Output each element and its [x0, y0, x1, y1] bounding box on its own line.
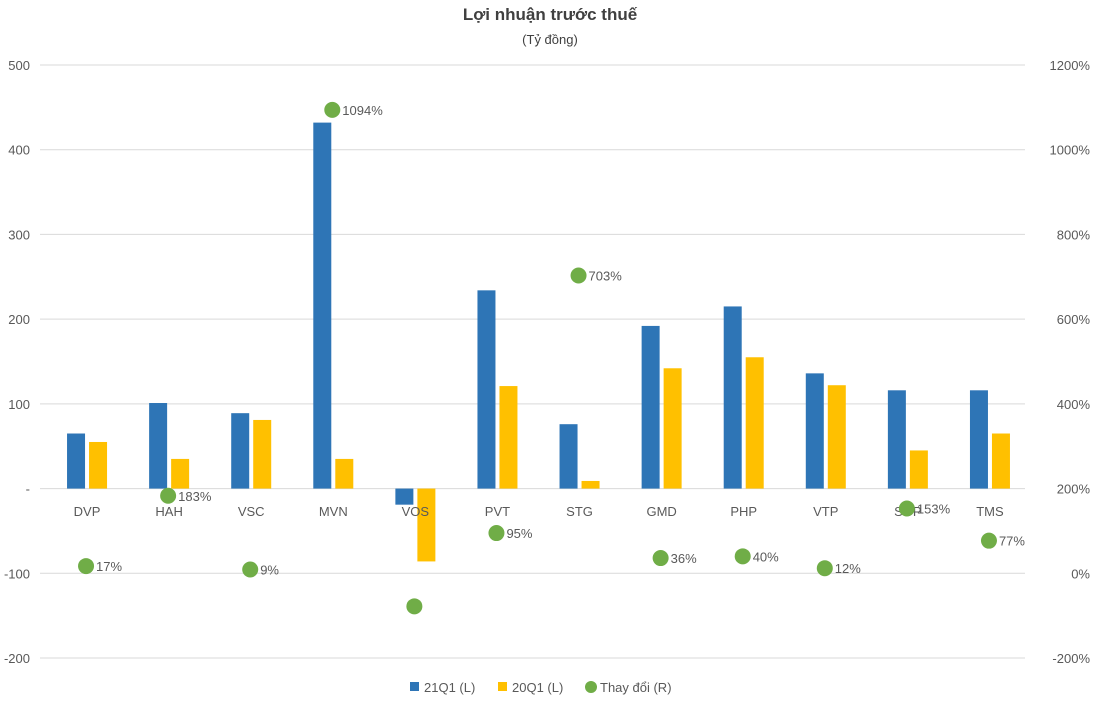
bar-21q1-l	[969, 390, 988, 489]
bar-21q1-l	[67, 433, 86, 489]
right-axis-tick: 0%	[1071, 566, 1090, 581]
category-label: PVT	[485, 504, 510, 519]
right-axis-tick: 200%	[1057, 482, 1091, 497]
bar-21q1-l	[559, 424, 578, 489]
change-label: 9%	[260, 562, 279, 577]
bar-20q1-l	[89, 441, 108, 489]
change-label: 1094%	[342, 103, 383, 118]
change-label: 12%	[835, 561, 861, 576]
bar-20q1-l	[581, 480, 600, 489]
change-point	[488, 525, 505, 542]
bar-20q1-l	[991, 433, 1010, 489]
change-point	[898, 500, 915, 517]
category-label: HAH	[155, 504, 182, 519]
left-axis-tick: 200	[8, 312, 30, 327]
bar-21q1-l	[477, 290, 496, 489]
right-axis-tick: 1000%	[1050, 143, 1091, 158]
change-point	[980, 532, 997, 549]
bar-20q1-l	[253, 419, 272, 489]
change-point	[734, 548, 751, 565]
change-point	[816, 560, 833, 577]
category-label: GMD	[646, 504, 676, 519]
change-point	[652, 550, 669, 567]
legend-swatch	[585, 681, 597, 693]
bar-20q1-l	[909, 450, 928, 489]
right-axis-tick: -200%	[1052, 651, 1090, 666]
bar-20q1-l	[745, 357, 764, 489]
left-axis-tick: 100	[8, 397, 30, 412]
category-label: PHP	[730, 504, 757, 519]
category-label: STG	[566, 504, 593, 519]
left-axis-tick: 500	[8, 58, 30, 73]
category-label: DVP	[74, 504, 101, 519]
bar-21q1-l	[887, 390, 906, 489]
left-axis-tick: -100	[4, 566, 30, 581]
legend-label: 20Q1 (L)	[512, 680, 563, 695]
change-label: 153%	[917, 501, 951, 516]
legend-label: Thay đổi (R)	[600, 680, 672, 695]
right-axis-tick: 800%	[1057, 227, 1091, 242]
left-axis-tick: 400	[8, 143, 30, 158]
chart-subtitle: (Tỷ đồng)	[522, 32, 578, 47]
legend-swatch	[498, 682, 507, 691]
change-label: 17%	[96, 559, 122, 574]
right-axis-tick: 600%	[1057, 312, 1091, 327]
bar-21q1-l	[805, 373, 824, 489]
bar-21q1-l	[231, 413, 250, 489]
legend-label: 21Q1 (L)	[424, 680, 475, 695]
change-label: 95%	[506, 526, 532, 541]
bar-20q1-l	[171, 458, 190, 489]
bar-20q1-l	[827, 385, 846, 489]
change-point	[406, 598, 423, 615]
bar-21q1-l	[149, 403, 168, 489]
bar-20q1-l	[499, 386, 518, 489]
bar-20q1-l	[417, 488, 436, 562]
change-point	[242, 561, 259, 578]
bar-21q1-l	[313, 122, 332, 489]
right-axis-tick: 1200%	[1050, 58, 1091, 73]
left-axis-tick: -200	[4, 651, 30, 666]
bar-21q1-l	[395, 488, 414, 505]
bar-20q1-l	[663, 368, 682, 489]
category-label: VSC	[238, 504, 265, 519]
bar-21q1-l	[641, 325, 660, 489]
change-point	[160, 487, 177, 504]
change-label: 183%	[178, 489, 212, 504]
right-axis-tick: 400%	[1057, 397, 1091, 412]
category-label: VTP	[813, 504, 838, 519]
change-label: 36%	[671, 551, 697, 566]
change-label: 40%	[753, 549, 779, 564]
left-axis-tick: 300	[8, 227, 30, 242]
left-axis-tick: -	[26, 482, 30, 497]
change-point	[324, 101, 341, 118]
category-label: TMS	[976, 504, 1004, 519]
change-label: 703%	[589, 269, 623, 284]
change-label: 77%	[999, 534, 1025, 549]
bar-20q1-l	[335, 458, 354, 489]
chart-title: Lợi nhuận trước thuế	[463, 5, 638, 24]
category-label: VOS	[402, 504, 430, 519]
legend-swatch	[410, 682, 419, 691]
category-label: MVN	[319, 504, 348, 519]
change-point	[78, 558, 95, 575]
change-point	[570, 267, 587, 284]
bar-21q1-l	[723, 306, 742, 489]
